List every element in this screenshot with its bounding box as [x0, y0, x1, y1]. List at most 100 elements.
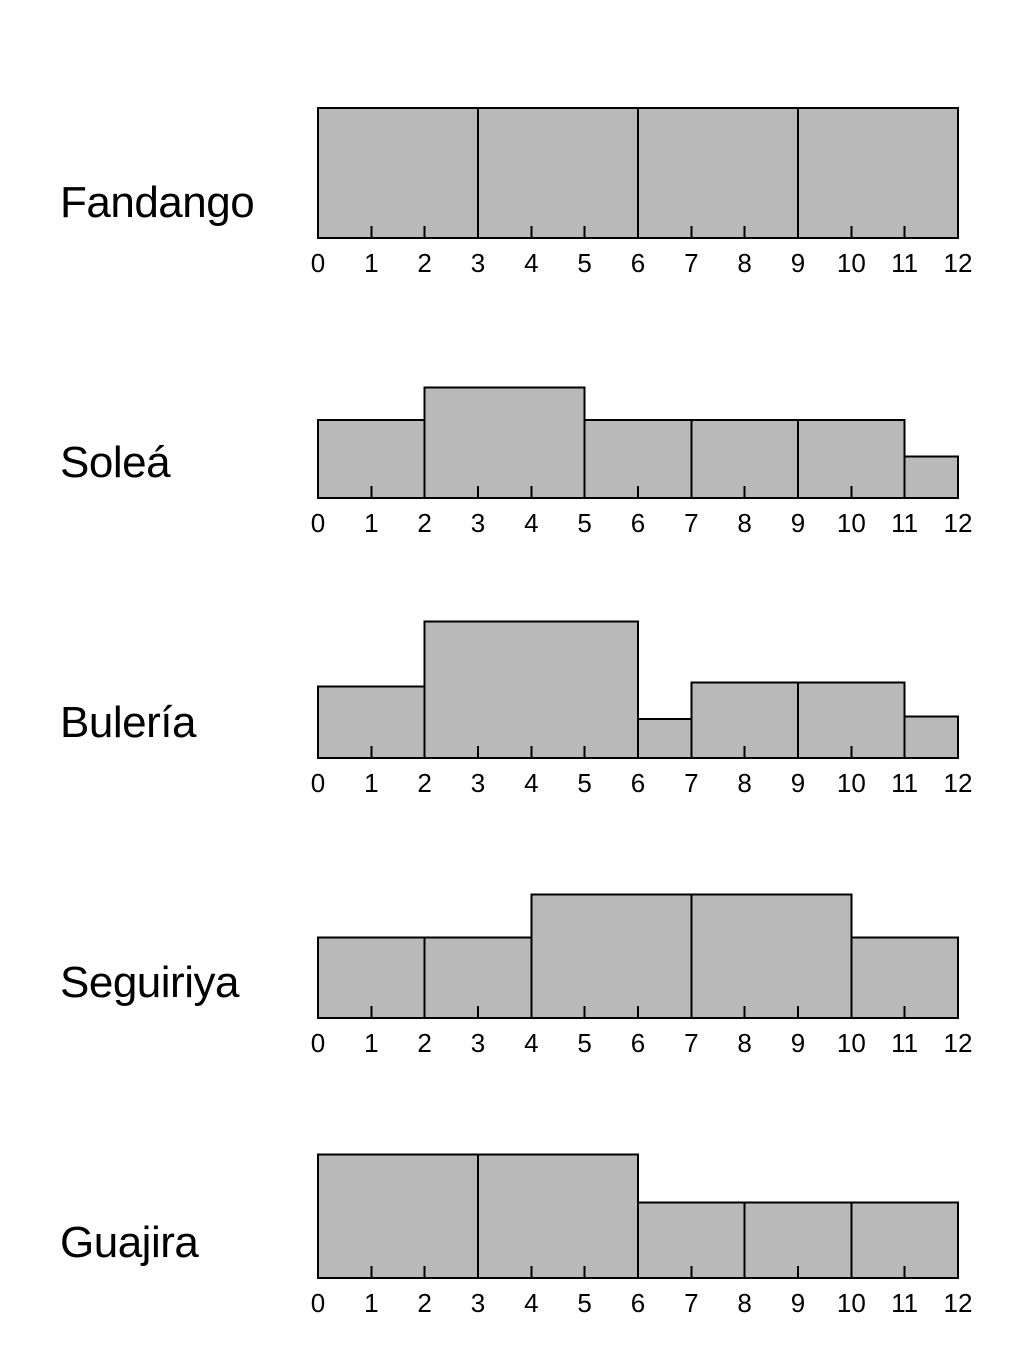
x-tick-label: 8	[737, 1288, 751, 1318]
x-tick-label: 10	[837, 508, 866, 538]
x-tick-label: 10	[837, 248, 866, 278]
x-tick-label: 4	[524, 1288, 538, 1318]
x-tick-label: 5	[577, 768, 591, 798]
bar-segment	[425, 937, 532, 1018]
x-tick-label: 3	[471, 248, 485, 278]
rhythm-chart: 0123456789101112	[310, 84, 990, 280]
x-tick-label: 6	[631, 1288, 645, 1318]
x-tick-label: 10	[837, 1028, 866, 1058]
bar-segment	[478, 108, 638, 238]
x-tick-label: 3	[471, 508, 485, 538]
x-tick-label: 2	[417, 768, 431, 798]
chart-cell: 0123456789101112	[310, 1124, 990, 1320]
bar-segment	[798, 108, 958, 238]
chart-row: Guajira0123456789101112	[0, 1060, 1024, 1320]
bar-segment	[425, 622, 638, 759]
x-tick-label: 0	[311, 1028, 325, 1058]
x-tick-label: 7	[684, 768, 698, 798]
x-tick-label: 4	[524, 508, 538, 538]
bar-segment	[638, 719, 691, 758]
rhythm-chart: 0123456789101112	[310, 1124, 990, 1320]
x-tick-label: 9	[791, 1028, 805, 1058]
chart-label: Guajira	[60, 1218, 198, 1268]
x-tick-label: 7	[684, 1288, 698, 1318]
x-tick-label: 8	[737, 1028, 751, 1058]
chart-row: Soleá0123456789101112	[0, 280, 1024, 540]
bar-segment	[531, 895, 691, 1019]
x-tick-label: 7	[684, 508, 698, 538]
x-tick-label: 1	[364, 1028, 378, 1058]
x-tick-label: 0	[311, 768, 325, 798]
x-tick-label: 11	[891, 768, 918, 798]
bar-segment	[851, 937, 958, 1018]
chart-cell: 0123456789101112	[310, 344, 990, 540]
x-tick-label: 11	[891, 248, 918, 278]
page: Fandango0123456789101112Soleá01234567891…	[0, 0, 1024, 1354]
x-tick-label: 12	[944, 768, 973, 798]
x-tick-label: 6	[631, 508, 645, 538]
x-tick-label: 1	[364, 248, 378, 278]
x-tick-label: 7	[684, 1028, 698, 1058]
rhythm-chart: 0123456789101112	[310, 604, 990, 800]
x-tick-label: 8	[737, 768, 751, 798]
x-tick-label: 2	[417, 248, 431, 278]
label-cell: Soleá	[0, 438, 310, 540]
x-tick-label: 9	[791, 768, 805, 798]
chart-label: Soleá	[60, 438, 170, 488]
x-tick-label: 4	[524, 248, 538, 278]
x-tick-label: 9	[791, 1288, 805, 1318]
bar-segment	[318, 937, 425, 1018]
x-tick-label: 8	[737, 508, 751, 538]
chart-row: Fandango0123456789101112	[0, 20, 1024, 280]
x-tick-label: 12	[944, 1028, 973, 1058]
label-cell: Bulería	[0, 698, 310, 800]
chart-cell: 0123456789101112	[310, 864, 990, 1060]
chart-row: Bulería0123456789101112	[0, 540, 1024, 800]
chart-row: Seguiriya0123456789101112	[0, 800, 1024, 1060]
x-tick-label: 8	[737, 248, 751, 278]
rhythm-chart: 0123456789101112	[310, 344, 990, 540]
x-tick-label: 5	[577, 248, 591, 278]
x-tick-label: 3	[471, 768, 485, 798]
x-tick-label: 11	[891, 1288, 918, 1318]
chart-cell: 0123456789101112	[310, 84, 990, 280]
x-tick-label: 7	[684, 248, 698, 278]
x-tick-label: 0	[311, 508, 325, 538]
x-tick-label: 4	[524, 768, 538, 798]
x-tick-label: 6	[631, 1028, 645, 1058]
x-tick-label: 1	[364, 1288, 378, 1318]
bar-segment	[905, 716, 958, 758]
x-tick-label: 9	[791, 248, 805, 278]
x-tick-label: 5	[577, 1288, 591, 1318]
chart-cell: 0123456789101112	[310, 604, 990, 800]
x-tick-label: 1	[364, 768, 378, 798]
label-cell: Fandango	[0, 178, 310, 280]
chart-label: Fandango	[60, 178, 254, 228]
x-tick-label: 12	[944, 508, 973, 538]
bar-segment	[691, 895, 851, 1019]
x-tick-label: 2	[417, 1028, 431, 1058]
x-tick-label: 9	[791, 508, 805, 538]
x-tick-label: 6	[631, 768, 645, 798]
bar-segment	[905, 456, 958, 498]
x-tick-label: 10	[837, 1288, 866, 1318]
x-tick-label: 10	[837, 768, 866, 798]
bar-segment	[425, 388, 585, 499]
x-tick-label: 11	[891, 1028, 918, 1058]
x-tick-label: 12	[944, 1288, 973, 1318]
chart-label: Bulería	[60, 698, 196, 748]
bar-segment	[638, 108, 798, 238]
x-tick-label: 11	[891, 508, 918, 538]
rhythm-chart: 0123456789101112	[310, 864, 990, 1060]
x-tick-label: 3	[471, 1288, 485, 1318]
x-tick-label: 0	[311, 248, 325, 278]
bar-segment	[478, 1155, 638, 1279]
x-tick-label: 3	[471, 1028, 485, 1058]
x-tick-label: 12	[944, 248, 973, 278]
x-tick-label: 6	[631, 248, 645, 278]
x-tick-label: 2	[417, 508, 431, 538]
chart-label: Seguiriya	[60, 958, 239, 1008]
x-tick-label: 0	[311, 1288, 325, 1318]
x-tick-label: 5	[577, 1028, 591, 1058]
bar-segment	[318, 108, 478, 238]
